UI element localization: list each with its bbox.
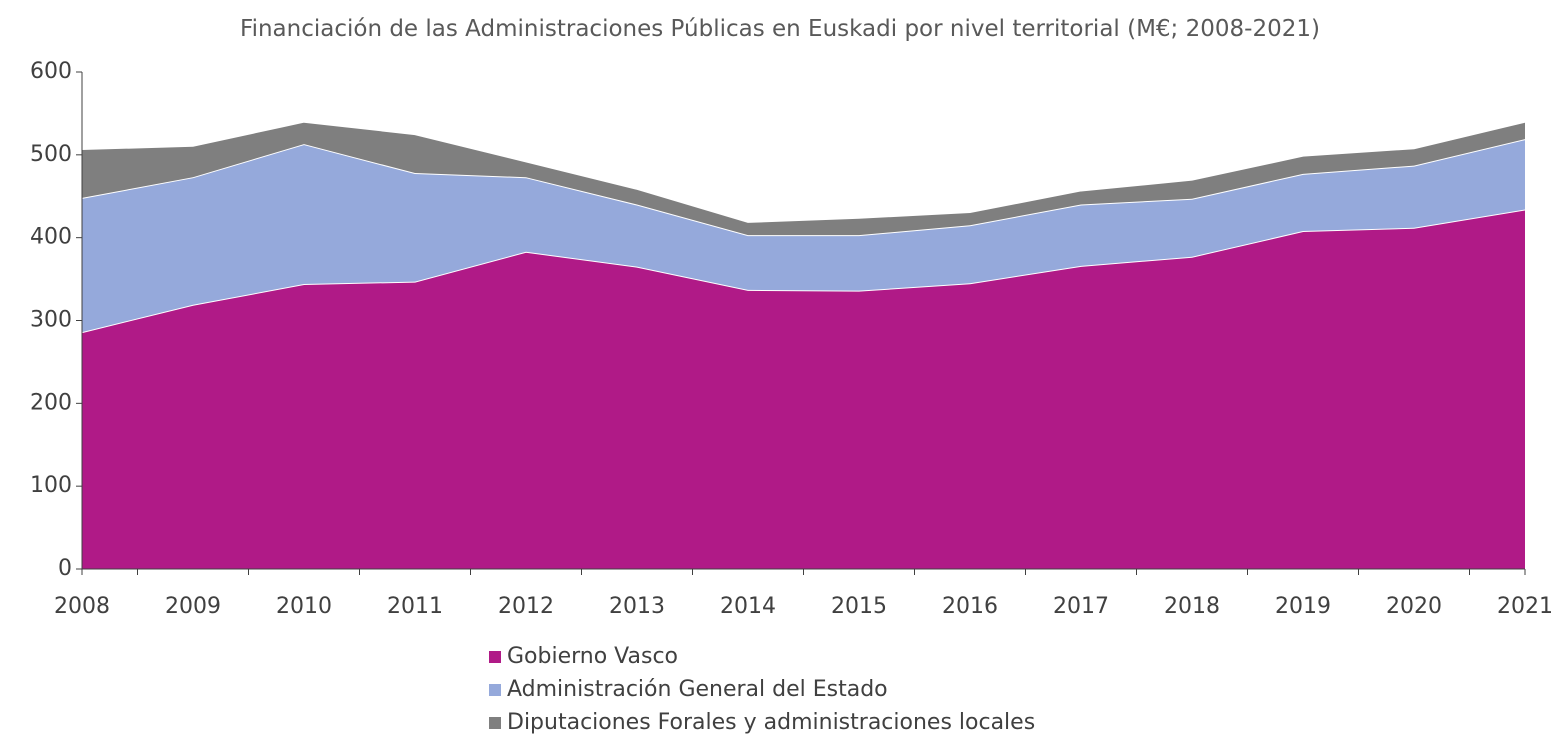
y-tick-label: 100 xyxy=(30,473,72,498)
x-tick-label: 2009 xyxy=(165,594,221,619)
x-tick-label: 2013 xyxy=(609,594,665,619)
y-tick-label: 400 xyxy=(30,225,72,250)
area-edge xyxy=(81,120,1526,223)
chart-title: Financiación de las Administraciones Púb… xyxy=(240,16,1320,42)
x-tick-label: 2021 xyxy=(1497,594,1553,619)
x-tick-label: 2008 xyxy=(54,594,110,619)
x-tick-label: 2014 xyxy=(720,594,776,619)
legend-swatch xyxy=(489,684,501,696)
x-tick-label: 2016 xyxy=(942,594,998,619)
x-tick-label: 2019 xyxy=(1275,594,1331,619)
x-tick-label: 2018 xyxy=(1164,594,1220,619)
legend-label: Diputaciones Forales y administraciones … xyxy=(507,710,1035,735)
y-tick-label: 600 xyxy=(30,59,72,84)
x-tick-label: 2020 xyxy=(1386,594,1442,619)
y-tick-label: 0 xyxy=(58,556,72,581)
y-tick-label: 200 xyxy=(30,390,72,415)
x-tick-label: 2017 xyxy=(1053,594,1109,619)
legend-swatch xyxy=(489,651,501,663)
y-tick-label: 500 xyxy=(30,142,72,167)
x-tick-label: 2010 xyxy=(276,594,332,619)
legend-label: Administración General del Estado xyxy=(507,677,888,702)
area xyxy=(82,121,1525,236)
x-tick-label: 2012 xyxy=(498,594,554,619)
area xyxy=(82,209,1525,569)
x-tick-label: 2015 xyxy=(831,594,887,619)
legend-swatch xyxy=(489,717,501,729)
y-tick-label: 300 xyxy=(30,308,72,333)
x-tick-label: 2011 xyxy=(387,594,443,619)
legend-label: Gobierno Vasco xyxy=(507,644,678,669)
